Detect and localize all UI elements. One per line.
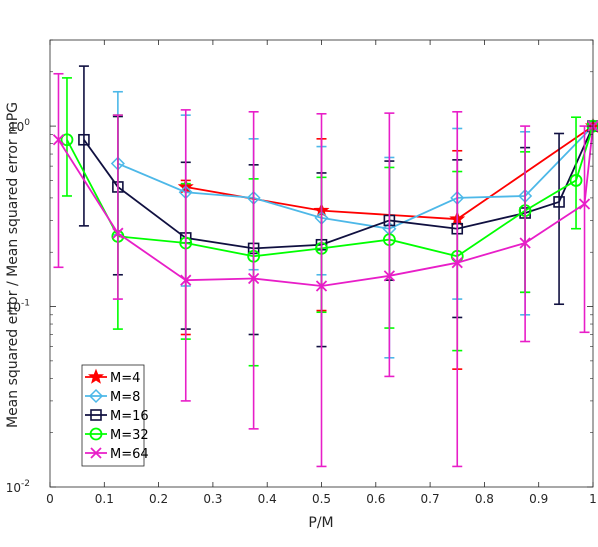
marker-circle bbox=[89, 427, 103, 441]
x-tick-label: 0.5 bbox=[312, 492, 331, 506]
marker-circle bbox=[569, 174, 583, 187]
marker-x bbox=[180, 274, 192, 286]
marker-square bbox=[553, 196, 565, 208]
legend-entry: M=8 bbox=[85, 388, 140, 405]
legend-entry: M=4 bbox=[85, 368, 140, 386]
marker-x bbox=[383, 270, 396, 282]
marker-x-stroke bbox=[578, 198, 591, 210]
legend-label: M=64 bbox=[110, 447, 149, 462]
marker-square bbox=[78, 133, 90, 146]
y-axis-label: Mean squared error / Mean squared error … bbox=[5, 102, 21, 428]
legend-label: M=32 bbox=[110, 428, 149, 443]
marker-circle bbox=[60, 133, 74, 147]
legend-label: M=8 bbox=[110, 390, 140, 405]
y-tick-label: 10-1 bbox=[6, 299, 30, 315]
x-tick-label: 0.6 bbox=[366, 492, 385, 506]
x-tick-label: 0.3 bbox=[203, 492, 222, 506]
marker-x-stroke bbox=[383, 270, 396, 282]
axes: 0 0.1 0.2 0.3 0.4 0.5 0.6 0.7 0.8 0.9 1 100 10-1 10-2 bbox=[6, 39, 597, 506]
marker-square bbox=[90, 409, 102, 421]
series-line bbox=[57, 126, 594, 287]
x-tick-label: 0.7 bbox=[421, 492, 440, 506]
marker-x bbox=[451, 257, 463, 269]
marker-x bbox=[112, 227, 124, 239]
y-tick-label: 100 bbox=[9, 118, 30, 134]
marker-x bbox=[578, 198, 591, 210]
legend: M=4 M=8 M=16 M=32 M=64 bbox=[81, 364, 149, 467]
x-tick-label: 0.2 bbox=[149, 492, 168, 506]
x-tick-label: 0.4 bbox=[258, 492, 277, 506]
x-tick-label: 0.1 bbox=[95, 492, 114, 506]
legend-label: M=4 bbox=[110, 371, 140, 386]
marker-x-stroke bbox=[52, 134, 65, 146]
marker-x bbox=[52, 134, 65, 146]
legend-label: M=16 bbox=[110, 409, 149, 424]
x-tick-label: 0 bbox=[46, 492, 54, 506]
marker-x-stroke bbox=[180, 274, 192, 286]
x-tick-label: 1 bbox=[589, 492, 597, 506]
legend-entry: M=16 bbox=[85, 409, 149, 424]
marker-x-stroke bbox=[247, 272, 260, 285]
marker-x bbox=[90, 447, 102, 459]
marker-x bbox=[247, 272, 260, 285]
marker-x bbox=[519, 237, 531, 249]
marker-star bbox=[88, 368, 104, 384]
legend-entry: M=64 bbox=[85, 447, 149, 462]
series-line bbox=[83, 125, 594, 250]
legend-entry: M=32 bbox=[85, 427, 149, 443]
y-tick-label: 10-2 bbox=[6, 479, 30, 495]
x-axis-label: P/M bbox=[308, 515, 333, 531]
series-line bbox=[117, 125, 594, 230]
series-line bbox=[66, 125, 594, 258]
marker-x-stroke bbox=[90, 447, 102, 459]
marker-diamond bbox=[88, 388, 104, 404]
x-tick-label: 0.8 bbox=[475, 492, 494, 506]
marker-x-stroke bbox=[451, 257, 463, 269]
marker-x-stroke bbox=[112, 227, 124, 239]
marker-x bbox=[315, 280, 328, 292]
x-tick-label: 0.9 bbox=[529, 492, 548, 506]
marker-x-stroke bbox=[519, 237, 531, 249]
marker-x-stroke bbox=[315, 280, 328, 292]
